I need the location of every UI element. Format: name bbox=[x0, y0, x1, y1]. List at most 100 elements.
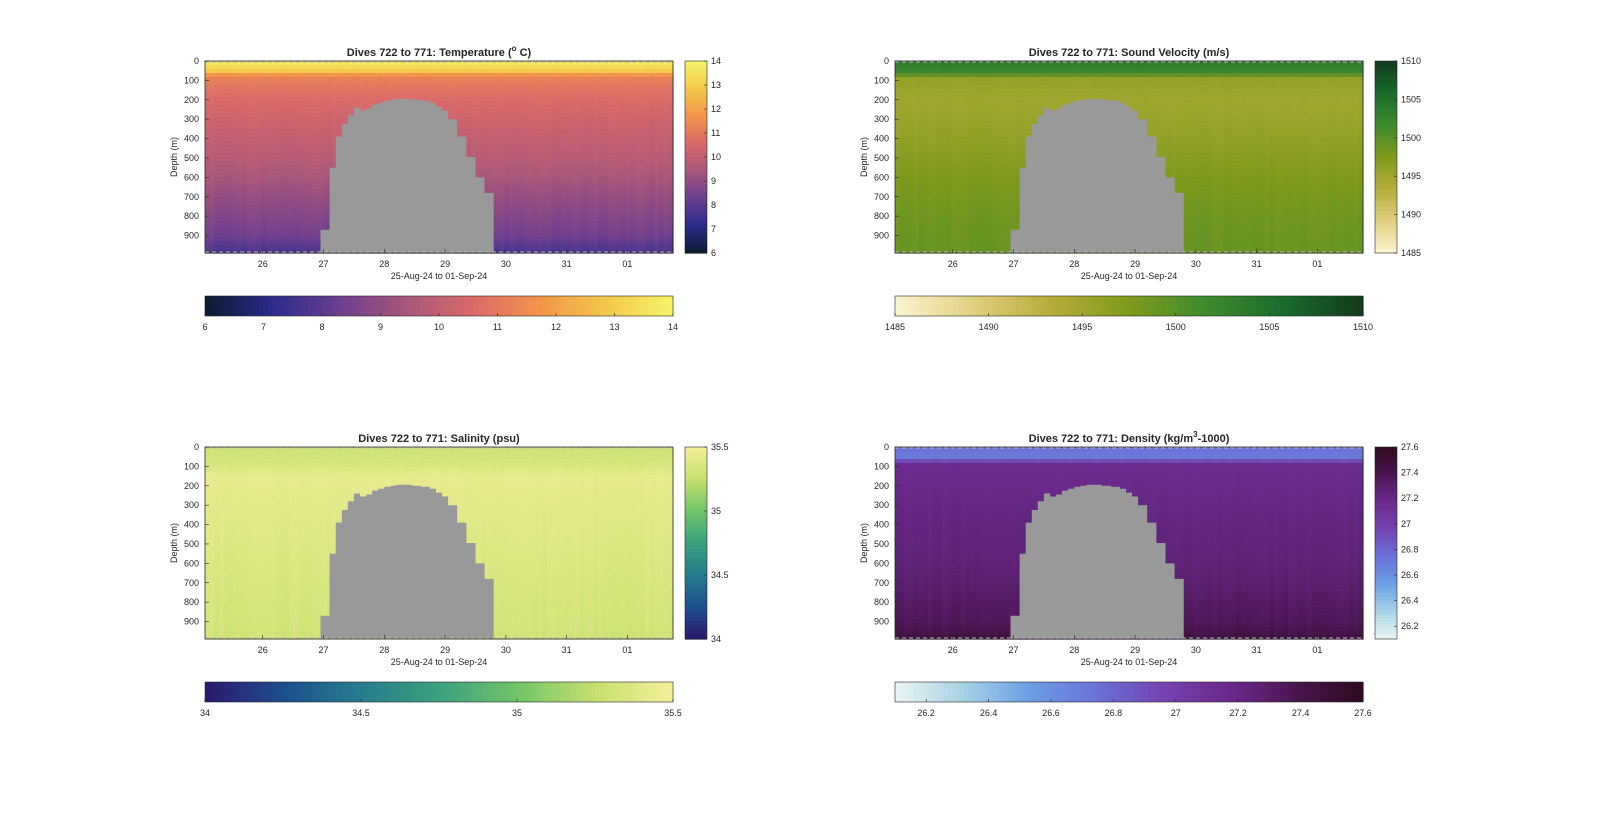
colorbar-horizontal-label: 1485 bbox=[885, 322, 905, 332]
colorbar-horizontal: 34 34.5 35 35.5 bbox=[200, 682, 682, 718]
y-tick-label: 800 bbox=[874, 211, 889, 221]
x-axis-label: 25-Aug-24 to 01-Sep-24 bbox=[391, 271, 488, 281]
y-tick-label: 300 bbox=[874, 500, 889, 510]
y-axis-label: Depth (m) bbox=[169, 523, 179, 563]
y-tick-label: 0 bbox=[194, 442, 199, 452]
x-tick-label: 31 bbox=[1252, 645, 1262, 655]
colorbar-vertical-label: 27 bbox=[1401, 519, 1411, 529]
x-tick-label: 29 bbox=[1130, 259, 1140, 269]
colorbar-vertical-label: 1505 bbox=[1401, 94, 1421, 104]
colorbar-vertical-label: 27.6 bbox=[1401, 442, 1419, 452]
y-tick-label: 0 bbox=[194, 56, 199, 66]
y-tick-label: 300 bbox=[184, 500, 199, 510]
x-tick-label: 01 bbox=[1312, 645, 1322, 655]
colorbar-vertical-label: 13 bbox=[711, 80, 721, 90]
x-tick-label: 27 bbox=[1009, 259, 1019, 269]
chart-panel: Dives 722 to 771: Density (kg/m3-1000)01… bbox=[859, 430, 1419, 718]
chart-title: Dives 722 to 771: Salinity (psu) bbox=[358, 433, 520, 445]
y-tick-label: 100 bbox=[184, 461, 199, 471]
y-tick-label: 200 bbox=[184, 95, 199, 105]
y-tick-label: 700 bbox=[874, 578, 889, 588]
chart-title: Dives 722 to 771: Temperature (o C) bbox=[347, 44, 532, 59]
y-tick-label: 400 bbox=[874, 134, 889, 144]
y-tick-label: 300 bbox=[184, 114, 199, 124]
y-tick-label: 500 bbox=[874, 153, 889, 163]
x-tick-label: 30 bbox=[1191, 645, 1201, 655]
x-tick-label: 31 bbox=[562, 645, 572, 655]
colorbar-vertical-label: 8 bbox=[711, 200, 716, 210]
colorbar-horizontal-label: 34 bbox=[200, 708, 210, 718]
y-axis-label: Depth (m) bbox=[169, 137, 179, 177]
y-tick-label: 600 bbox=[874, 558, 889, 568]
y-tick-label: 0 bbox=[884, 442, 889, 452]
y-tick-label: 800 bbox=[184, 211, 199, 221]
x-tick-label: 27 bbox=[319, 259, 329, 269]
x-axis-label: 25-Aug-24 to 01-Sep-24 bbox=[391, 657, 488, 667]
colorbar-horizontal-label: 35 bbox=[512, 708, 522, 718]
colorbar-horizontal: 26.2 26.4 26.6 26.8 27 27.2 27.4 27.6 bbox=[895, 682, 1372, 718]
x-tick-label: 30 bbox=[501, 259, 511, 269]
y-tick-label: 200 bbox=[874, 481, 889, 491]
chart-panel: Dives 722 to 771: Salinity (psu) 0 100 200 3… bbox=[169, 433, 729, 718]
y-tick-label: 500 bbox=[874, 539, 889, 549]
colorbar-horizontal-label: 6 bbox=[202, 322, 207, 332]
x-tick-label: 31 bbox=[562, 259, 572, 269]
colorbar-horizontal-label: 14 bbox=[668, 322, 678, 332]
y-tick-label: 200 bbox=[874, 95, 889, 105]
colorbar-horizontal-label: 34.5 bbox=[352, 708, 370, 718]
y-tick-label: 900 bbox=[874, 617, 889, 627]
x-tick-label: 29 bbox=[1130, 645, 1140, 655]
colorbar-horizontal-label: 1510 bbox=[1353, 322, 1373, 332]
colorbar-vertical-label: 12 bbox=[711, 104, 721, 114]
chart-title: Dives 722 to 771: Sound Velocity (m/s) bbox=[1029, 47, 1230, 59]
colorbar-horizontal-label: 26.2 bbox=[917, 708, 935, 718]
x-tick-label: 29 bbox=[440, 259, 450, 269]
y-tick-label: 500 bbox=[184, 153, 199, 163]
colorbar-vertical-label: 34.5 bbox=[711, 570, 729, 580]
colorbar-vertical-label: 1490 bbox=[1401, 210, 1421, 220]
x-tick-label: 28 bbox=[1069, 259, 1079, 269]
colorbar-horizontal-label: 35.5 bbox=[664, 708, 682, 718]
colorbar-vertical-label: 26.2 bbox=[1401, 621, 1419, 631]
y-tick-label: 900 bbox=[184, 231, 199, 241]
colorbar-vertical-label: 1510 bbox=[1401, 56, 1421, 66]
y-tick-label: 300 bbox=[874, 114, 889, 124]
x-tick-label: 28 bbox=[379, 259, 389, 269]
x-axis-label: 25-Aug-24 to 01-Sep-24 bbox=[1081, 657, 1178, 667]
colorbar-horizontal-label: 13 bbox=[609, 322, 619, 332]
x-tick-label: 01 bbox=[1312, 259, 1322, 269]
x-tick-label: 29 bbox=[440, 645, 450, 655]
x-tick-label: 30 bbox=[501, 645, 511, 655]
x-tick-label: 26 bbox=[948, 645, 958, 655]
y-tick-label: 400 bbox=[184, 520, 199, 530]
x-tick-label: 26 bbox=[948, 259, 958, 269]
y-tick-label: 700 bbox=[874, 192, 889, 202]
y-tick-label: 100 bbox=[184, 75, 199, 85]
y-axis-label: Depth (m) bbox=[859, 137, 869, 177]
x-axis-label: 25-Aug-24 to 01-Sep-24 bbox=[1081, 271, 1178, 281]
colorbar-vertical-label: 14 bbox=[711, 56, 721, 66]
colorbar-horizontal-label: 7 bbox=[261, 322, 266, 332]
colorbar-vertical-label: 26.4 bbox=[1401, 596, 1419, 606]
colorbar-horizontal-label: 27.2 bbox=[1229, 708, 1247, 718]
y-tick-label: 400 bbox=[874, 520, 889, 530]
colorbar-horizontal-label: 8 bbox=[319, 322, 324, 332]
x-tick-label: 27 bbox=[319, 645, 329, 655]
y-tick-label: 600 bbox=[184, 172, 199, 182]
colorbar-vertical-label: 27.4 bbox=[1401, 468, 1419, 478]
x-tick-label: 27 bbox=[1009, 645, 1019, 655]
y-axis-label: Depth (m) bbox=[859, 523, 869, 563]
y-tick-label: 700 bbox=[184, 578, 199, 588]
colorbar-horizontal-label: 1490 bbox=[979, 322, 999, 332]
y-tick-label: 200 bbox=[184, 481, 199, 491]
y-tick-label: 600 bbox=[184, 558, 199, 568]
colorbar-vertical-label: 35 bbox=[711, 506, 721, 516]
colorbar-vertical-label: 11 bbox=[711, 128, 720, 138]
y-tick-label: 100 bbox=[874, 461, 889, 471]
y-tick-label: 700 bbox=[184, 192, 199, 202]
y-tick-label: 500 bbox=[184, 539, 199, 549]
chart-panel: Dives 722 to 771: Temperature (o C) 0 100 2… bbox=[169, 44, 721, 332]
y-tick-label: 800 bbox=[184, 597, 199, 607]
